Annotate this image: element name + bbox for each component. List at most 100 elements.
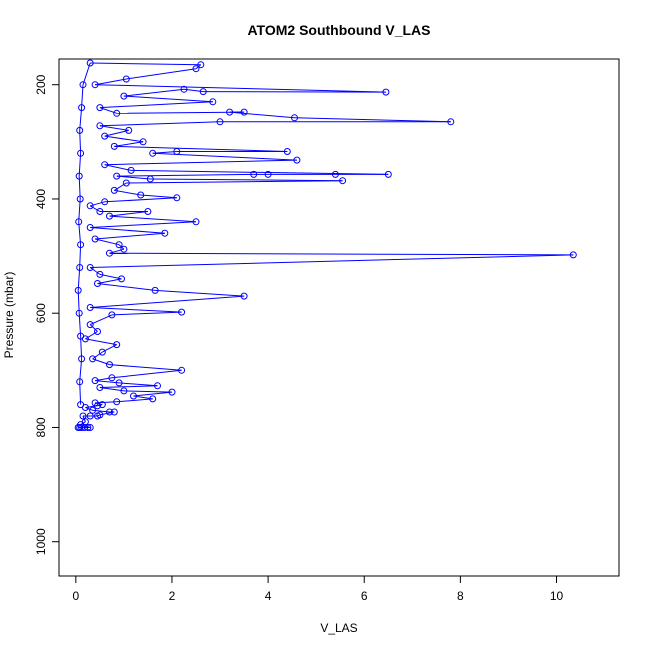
series-segment — [90, 221, 197, 228]
data-point — [149, 395, 157, 403]
series-segment — [114, 145, 288, 152]
series-segment — [123, 390, 173, 393]
data-point — [86, 321, 94, 329]
series-segment — [104, 129, 129, 137]
data-point — [91, 235, 99, 243]
series-segment — [99, 121, 221, 127]
data-point — [77, 241, 85, 249]
series-segment — [99, 385, 158, 388]
data-point — [192, 65, 200, 73]
data-point — [77, 332, 85, 340]
series-segment — [294, 117, 451, 123]
data-point — [98, 401, 106, 409]
series-segment — [85, 338, 117, 346]
series-segment — [109, 211, 148, 217]
series-segment — [90, 307, 182, 313]
data-point — [108, 374, 116, 382]
x-tick-label: 6 — [361, 589, 368, 603]
data-point — [118, 275, 125, 283]
series-segment — [82, 62, 91, 85]
data-point — [113, 109, 121, 117]
data-point — [76, 126, 84, 134]
series-segment — [94, 238, 120, 246]
data-point — [96, 384, 104, 391]
data-point — [101, 132, 109, 140]
x-tick-label: 10 — [550, 589, 564, 603]
x-axis: 0 2 4 6 8 10 — [72, 575, 564, 603]
y-tick-label: 800 — [34, 417, 48, 437]
series-segment — [90, 295, 245, 308]
series-segment — [80, 336, 83, 359]
series-segment — [152, 151, 177, 154]
data-point — [154, 382, 161, 390]
series-segment — [95, 380, 120, 384]
data-point — [106, 212, 113, 220]
series-segment — [109, 252, 574, 256]
data-point — [180, 85, 188, 93]
series-segment — [140, 194, 177, 199]
series-segment — [123, 95, 213, 103]
data-point — [96, 208, 104, 215]
data-point — [86, 224, 94, 231]
series-segment — [123, 88, 185, 97]
series-segment — [126, 68, 197, 80]
data-point — [96, 122, 104, 130]
data-point — [115, 241, 123, 249]
series-segment — [99, 125, 129, 131]
series-lines — [77, 62, 574, 428]
data-point — [149, 149, 157, 157]
data-point — [250, 170, 258, 178]
data-point — [86, 202, 94, 210]
series-segment — [90, 201, 105, 207]
data-point — [91, 399, 99, 407]
series-segment — [126, 180, 343, 184]
data-point — [76, 195, 84, 203]
series-segment — [99, 273, 122, 280]
series-segment — [90, 227, 165, 234]
chart-title: ATOM2 Southbound V_LAS — [247, 22, 430, 38]
data-point — [110, 408, 118, 416]
series-segment — [99, 387, 124, 392]
series-segment — [102, 344, 117, 353]
data-point — [91, 81, 99, 89]
data-point — [331, 170, 339, 178]
series-segment — [99, 101, 213, 109]
data-point — [74, 286, 82, 294]
series-segment — [97, 278, 122, 284]
data-point — [86, 424, 94, 431]
data-point — [168, 388, 176, 396]
series-segment — [116, 173, 254, 177]
data-point — [127, 166, 135, 174]
data-point — [115, 379, 123, 387]
data-point — [130, 392, 137, 400]
data-point — [86, 412, 94, 420]
x-axis-label: V_LAS — [320, 621, 357, 635]
data-point — [76, 264, 84, 271]
data-point — [146, 175, 154, 183]
data-point — [178, 366, 186, 374]
series-segment — [116, 111, 245, 114]
series-segment — [109, 364, 182, 371]
series-segment — [79, 107, 83, 131]
series-segment — [78, 313, 82, 337]
series-segment — [114, 141, 144, 147]
x-tick-label: 4 — [265, 589, 272, 603]
series-segment — [116, 398, 153, 403]
series-segment — [111, 369, 182, 379]
data-point — [173, 148, 181, 155]
data-point — [137, 191, 145, 199]
data-point — [240, 108, 248, 116]
series-segment — [95, 232, 165, 240]
data-point — [382, 88, 390, 96]
data-point — [86, 304, 94, 311]
series-segment — [78, 198, 81, 222]
data-point — [199, 88, 207, 96]
data-point — [108, 311, 116, 319]
series-segment — [155, 289, 245, 297]
y-tick-label: 400 — [34, 189, 48, 209]
series-segment — [79, 358, 83, 382]
series-segment — [90, 254, 574, 268]
data-point — [339, 177, 347, 185]
series-segment — [79, 381, 82, 405]
